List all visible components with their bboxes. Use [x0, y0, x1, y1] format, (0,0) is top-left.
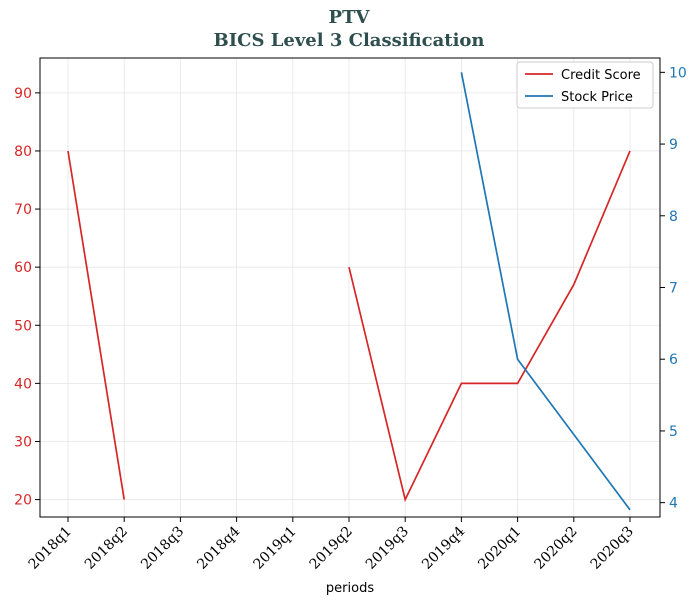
y-left-tick-label: 40 [14, 376, 32, 392]
y-left-tick-label: 20 [14, 493, 32, 509]
chart-subtitle: BICS Level 3 Classification [213, 30, 484, 51]
y-left-tick-label: 70 [14, 202, 32, 218]
y-left-tick-label: 50 [14, 318, 32, 334]
legend-label: Credit Score [561, 68, 641, 83]
x-tick-label: 2020q1 [475, 524, 524, 573]
x-tick-label: 2018q1 [26, 524, 75, 573]
y-left-tick-label: 80 [14, 144, 32, 160]
x-tick-label: 2018q3 [138, 524, 187, 573]
series-line-credit-score [67, 150, 126, 500]
plot-area [39, 57, 661, 518]
x-axis-label: periods [326, 581, 374, 596]
y-left-tick-label: 90 [14, 86, 32, 102]
y-left-tick-label: 30 [14, 434, 32, 450]
x-tick-label: 2020q3 [588, 524, 637, 573]
x-tick-label: 2020q2 [531, 524, 580, 573]
series-line-credit-score [348, 150, 631, 503]
x-tick-label: 2019q2 [307, 524, 356, 573]
y-right-tick-label: 10 [669, 65, 687, 81]
y-right-tick-label: 5 [669, 424, 678, 440]
y-right-tick-label: 7 [669, 281, 678, 297]
y-axis-right: 4 5 6 7 8 9 10 [660, 65, 687, 512]
y-left-tick-label: 60 [14, 260, 32, 276]
series-line-stock-price [460, 72, 631, 511]
grid [40, 58, 660, 517]
chart-title: PTV [329, 7, 371, 28]
y-right-tick-label: 8 [669, 209, 678, 225]
x-axis: 2018q1 2018q2 2018q3 2018q4 2019q1 2019q2 2019… [26, 517, 637, 573]
y-axis-left: 20 30 40 50 60 70 80 90 [14, 86, 40, 509]
legend-label: Stock Price [561, 90, 633, 105]
y-right-tick-label: 4 [669, 496, 678, 512]
legend: Credit Score Stock Price [516, 61, 654, 109]
series-lines [67, 72, 631, 511]
x-tick-label: 2018q2 [82, 524, 131, 573]
x-tick-label: 2019q3 [363, 524, 412, 573]
y-right-tick-label: 9 [669, 137, 678, 153]
x-tick-label: 2018q4 [194, 523, 243, 572]
x-tick-label: 2019q4 [419, 523, 468, 572]
x-tick-label: 2019q1 [250, 524, 299, 573]
y-right-tick-label: 6 [669, 352, 678, 368]
